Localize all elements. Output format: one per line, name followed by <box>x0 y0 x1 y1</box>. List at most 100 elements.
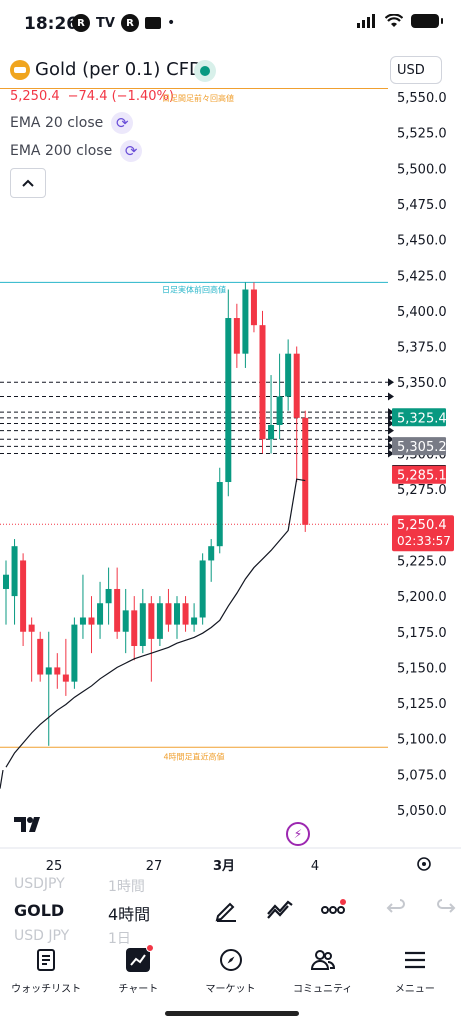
candle-body <box>122 610 129 632</box>
price-axis-label: 5,475.0 <box>397 198 447 213</box>
undo-icon[interactable] <box>386 896 406 922</box>
price-axis-label: 5,075.0 <box>397 768 447 783</box>
nav-market[interactable]: マーケット <box>184 940 276 1000</box>
status-system-icons <box>357 14 443 28</box>
price-change: −74.4 (−1.40%) <box>67 89 174 104</box>
compass-icon <box>219 946 243 974</box>
collapse-legend-button[interactable] <box>10 168 46 198</box>
wifi-icon <box>385 14 403 27</box>
symbol-picker-current[interactable]: GOLD <box>14 901 65 920</box>
time-axis-label: 4 <box>311 859 319 874</box>
refresh-icon[interactable]: ⟳ <box>111 112 134 134</box>
price-chart[interactable]: 日足実体前回高値 4時間足直近高値 5,550.0 5,525.0 5,500.0 5,4… <box>0 0 461 880</box>
more-options-icon[interactable] <box>320 896 348 928</box>
app-badge-icon: R <box>72 14 90 32</box>
candle-body <box>3 574 9 589</box>
nav-watchlist-label: ウォッチリスト <box>11 984 82 995</box>
price-axis-label: 5,550.0 <box>397 91 447 106</box>
level-marker-icon <box>388 413 394 422</box>
time-axis-label: 3月 <box>213 859 235 874</box>
candle-body <box>20 560 27 632</box>
candle-body <box>105 588 112 604</box>
horizontal-line-label: 日足実体前回高値 <box>162 284 226 294</box>
level-marker-icon <box>388 392 394 401</box>
indicator-ema200-label: EMA 200 close <box>10 143 113 159</box>
price-axis-label: 5,375.0 <box>397 341 447 356</box>
nav-menu[interactable]: メニュー <box>369 940 461 1000</box>
horizontal-line-label: 4時間足直近高値 <box>163 751 224 761</box>
signal-icon <box>357 14 375 28</box>
nav-community[interactable]: コミュニティ <box>277 940 369 1000</box>
symbol-picker-prev[interactable]: USDJPY <box>14 876 65 892</box>
nav-community-label: コミュニティ <box>293 984 353 995</box>
candle-body <box>37 638 44 675</box>
price-tag <box>392 465 446 484</box>
candle-body <box>148 603 155 639</box>
candle-body <box>62 674 69 682</box>
interval-picker-prev[interactable]: 1時間 <box>108 879 145 895</box>
chart-icon <box>126 944 155 972</box>
app-badge-icon: R <box>120 14 139 32</box>
last-price-tag <box>392 515 454 552</box>
last-price-label: 5,250.4 <box>397 518 447 533</box>
candle-body <box>250 289 257 326</box>
notification-dot-icon <box>146 944 155 952</box>
status-notification-icons: R TV R • <box>72 14 175 32</box>
currency-selector[interactable]: USD <box>390 56 442 84</box>
candle-body <box>285 353 292 397</box>
candle-body <box>97 603 104 625</box>
interval-picker-next[interactable]: 1日 <box>108 931 131 947</box>
candle-body <box>216 482 223 547</box>
level-marker-icon <box>388 442 394 451</box>
level-marker-icon <box>388 435 394 444</box>
tradingview-notification-icon: TV <box>96 15 115 31</box>
nav-watchlist[interactable]: ウォッチリスト <box>0 940 92 1000</box>
refresh-icon[interactable]: ⟳ <box>120 140 143 162</box>
price-axis-label: 5,150.0 <box>397 661 447 676</box>
lightning-icon[interactable]: ⚡ <box>286 822 310 846</box>
symbol-title[interactable]: Gold (per 0.1) CFD <box>35 59 203 80</box>
community-icon <box>310 946 336 974</box>
time-axis-label: 27 <box>146 859 163 874</box>
interval-picker-current[interactable]: 4時間 <box>108 905 151 924</box>
price-axis-label: 5,200.0 <box>397 590 447 605</box>
symbol-header[interactable]: Gold (per 0.1) CFD <box>0 52 461 88</box>
gold-logo-icon <box>10 60 30 80</box>
candle-body <box>28 624 35 632</box>
wallet-icon <box>144 17 161 29</box>
nav-chart[interactable]: チャート <box>92 940 184 1000</box>
level-marker-icon <box>388 419 394 428</box>
level-marker-icon <box>388 408 394 417</box>
market-open-status-icon[interactable] <box>194 60 216 82</box>
chart-toolbar: USDJPY GOLD USD JPY 1時間 4時間 1日 <box>0 876 461 947</box>
time-axis-label: 25 <box>46 859 63 874</box>
indicator-ema20[interactable]: EMA 20 close ⟳ <box>10 112 134 134</box>
indicator-ema20-label: EMA 20 close <box>10 115 104 131</box>
drawing-pen-icon[interactable] <box>214 896 240 928</box>
horizontal-line-note: 日足間足前々回高値 <box>162 94 234 103</box>
candle-body <box>71 624 78 682</box>
candle-body <box>88 617 95 625</box>
indicator-ema200[interactable]: EMA 200 close ⟳ <box>10 140 143 162</box>
candle-body <box>242 289 249 354</box>
battery-icon <box>411 14 443 28</box>
indicators-icon[interactable] <box>266 896 294 928</box>
candle-body <box>199 560 206 618</box>
symbol-picker-next[interactable]: USD JPY <box>14 928 70 944</box>
level-marker-icon <box>388 449 394 458</box>
price-axis-label: 5,175.0 <box>397 626 447 641</box>
level-marker-icon <box>388 378 394 387</box>
price-tag-label: 5,305.2 <box>397 440 447 455</box>
candle-body <box>233 318 240 354</box>
status-time: 18:26 <box>24 14 79 34</box>
candle-body <box>45 667 52 675</box>
redo-icon[interactable] <box>436 896 456 922</box>
price-tag-label: 5,325.4 <box>397 411 447 426</box>
price-axis-label: 5,450.0 <box>397 234 447 249</box>
countdown-label: 02:33:57 <box>397 534 451 548</box>
settings-gear-center <box>422 862 426 866</box>
home-indicator[interactable] <box>165 1011 299 1016</box>
candle-body <box>276 396 283 425</box>
candle-body <box>114 588 121 632</box>
candle-body <box>131 610 138 647</box>
